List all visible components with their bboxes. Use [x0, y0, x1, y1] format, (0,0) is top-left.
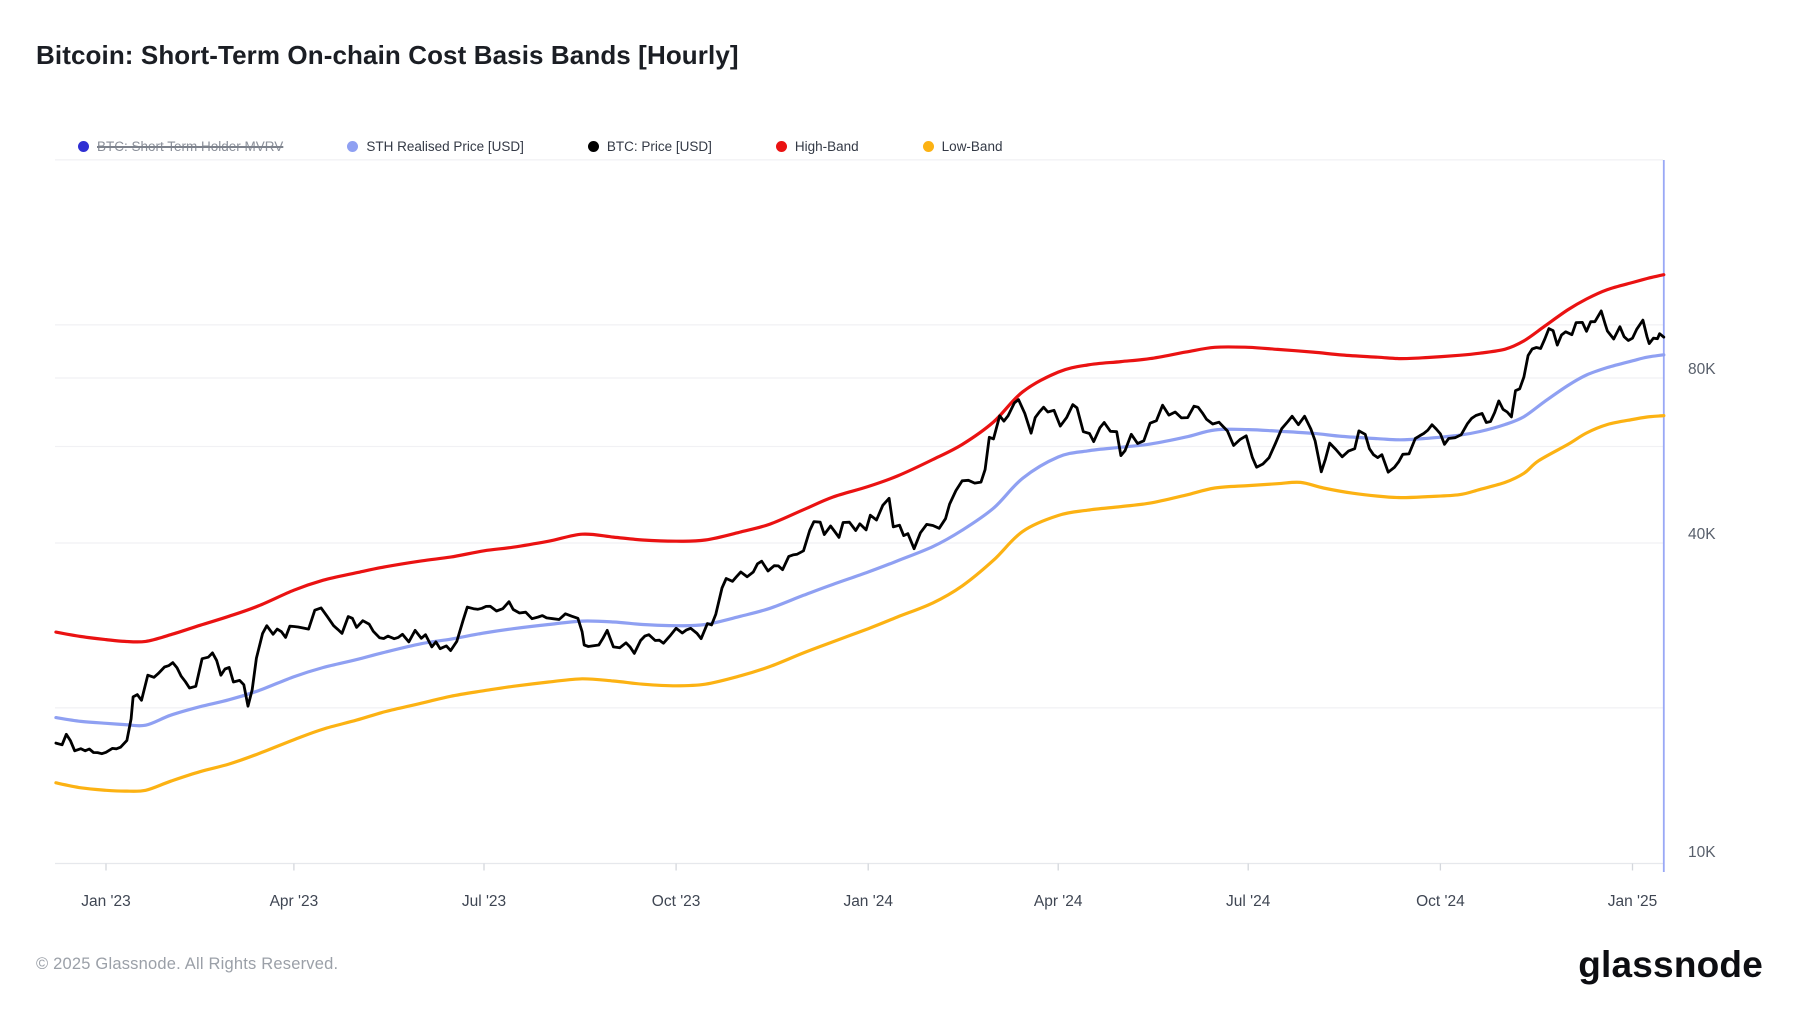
- legend-item-0[interactable]: BTC: Short Term Holder MVRV: [78, 139, 283, 154]
- y-tick-label: 40K: [1688, 526, 1716, 543]
- series-btc-price-usd-: [54, 309, 1666, 756]
- glassnode-logo: glassnode: [1578, 944, 1763, 985]
- x-tick-label: Jan '24: [843, 893, 893, 910]
- x-tick-label: Oct '23: [652, 893, 701, 910]
- legend-item-label: Low-Band: [941, 139, 1003, 154]
- series-high-band: [54, 273, 1666, 644]
- legend-item-4[interactable]: Low-Band: [922, 139, 1003, 154]
- copyright-text: © 2025 Glassnode. All Rights Reserved.: [36, 955, 339, 973]
- legend-item-3[interactable]: High-Band: [775, 139, 859, 154]
- legend-item-2[interactable]: BTC: Price [USD]: [587, 139, 712, 154]
- legend-item-label: STH Realised Price [USD]: [366, 139, 524, 154]
- x-tick-label: Jul '23: [462, 893, 506, 910]
- legend-swatch-icon: [775, 141, 787, 152]
- legend-item-1[interactable]: STH Realised Price [USD]: [347, 139, 524, 154]
- legend-item-label: BTC: Price [USD]: [606, 139, 712, 154]
- x-tick-label: Apr '23: [270, 893, 319, 910]
- legend-swatch-icon: [347, 141, 359, 152]
- y-tick-label: 80K: [1688, 361, 1716, 378]
- legend-item-label: BTC: Short Term Holder MVRV: [97, 139, 284, 154]
- y-tick-label: 10K: [1688, 844, 1716, 861]
- legend-swatch-icon: [587, 141, 599, 152]
- series-low-band: [54, 414, 1666, 793]
- x-tick-label: Jan '25: [1608, 893, 1658, 910]
- series-sth-realised-price-usd-: [54, 353, 1666, 728]
- x-tick-label: Jan '23: [81, 893, 131, 910]
- chart-legend: BTC: Short Term Holder MVRV STH Realised …: [78, 139, 1002, 154]
- legend-swatch-icon: [922, 141, 934, 152]
- x-tick-label: Jul '24: [1226, 893, 1271, 910]
- x-tick-label: Oct '24: [1416, 893, 1465, 910]
- legend-item-label: High-Band: [794, 139, 859, 154]
- page-title: Bitcoin: Short-Term On-chain Cost Basis …: [36, 40, 739, 70]
- legend-swatch-icon: [78, 141, 89, 152]
- x-tick-label: Apr '24: [1034, 893, 1083, 910]
